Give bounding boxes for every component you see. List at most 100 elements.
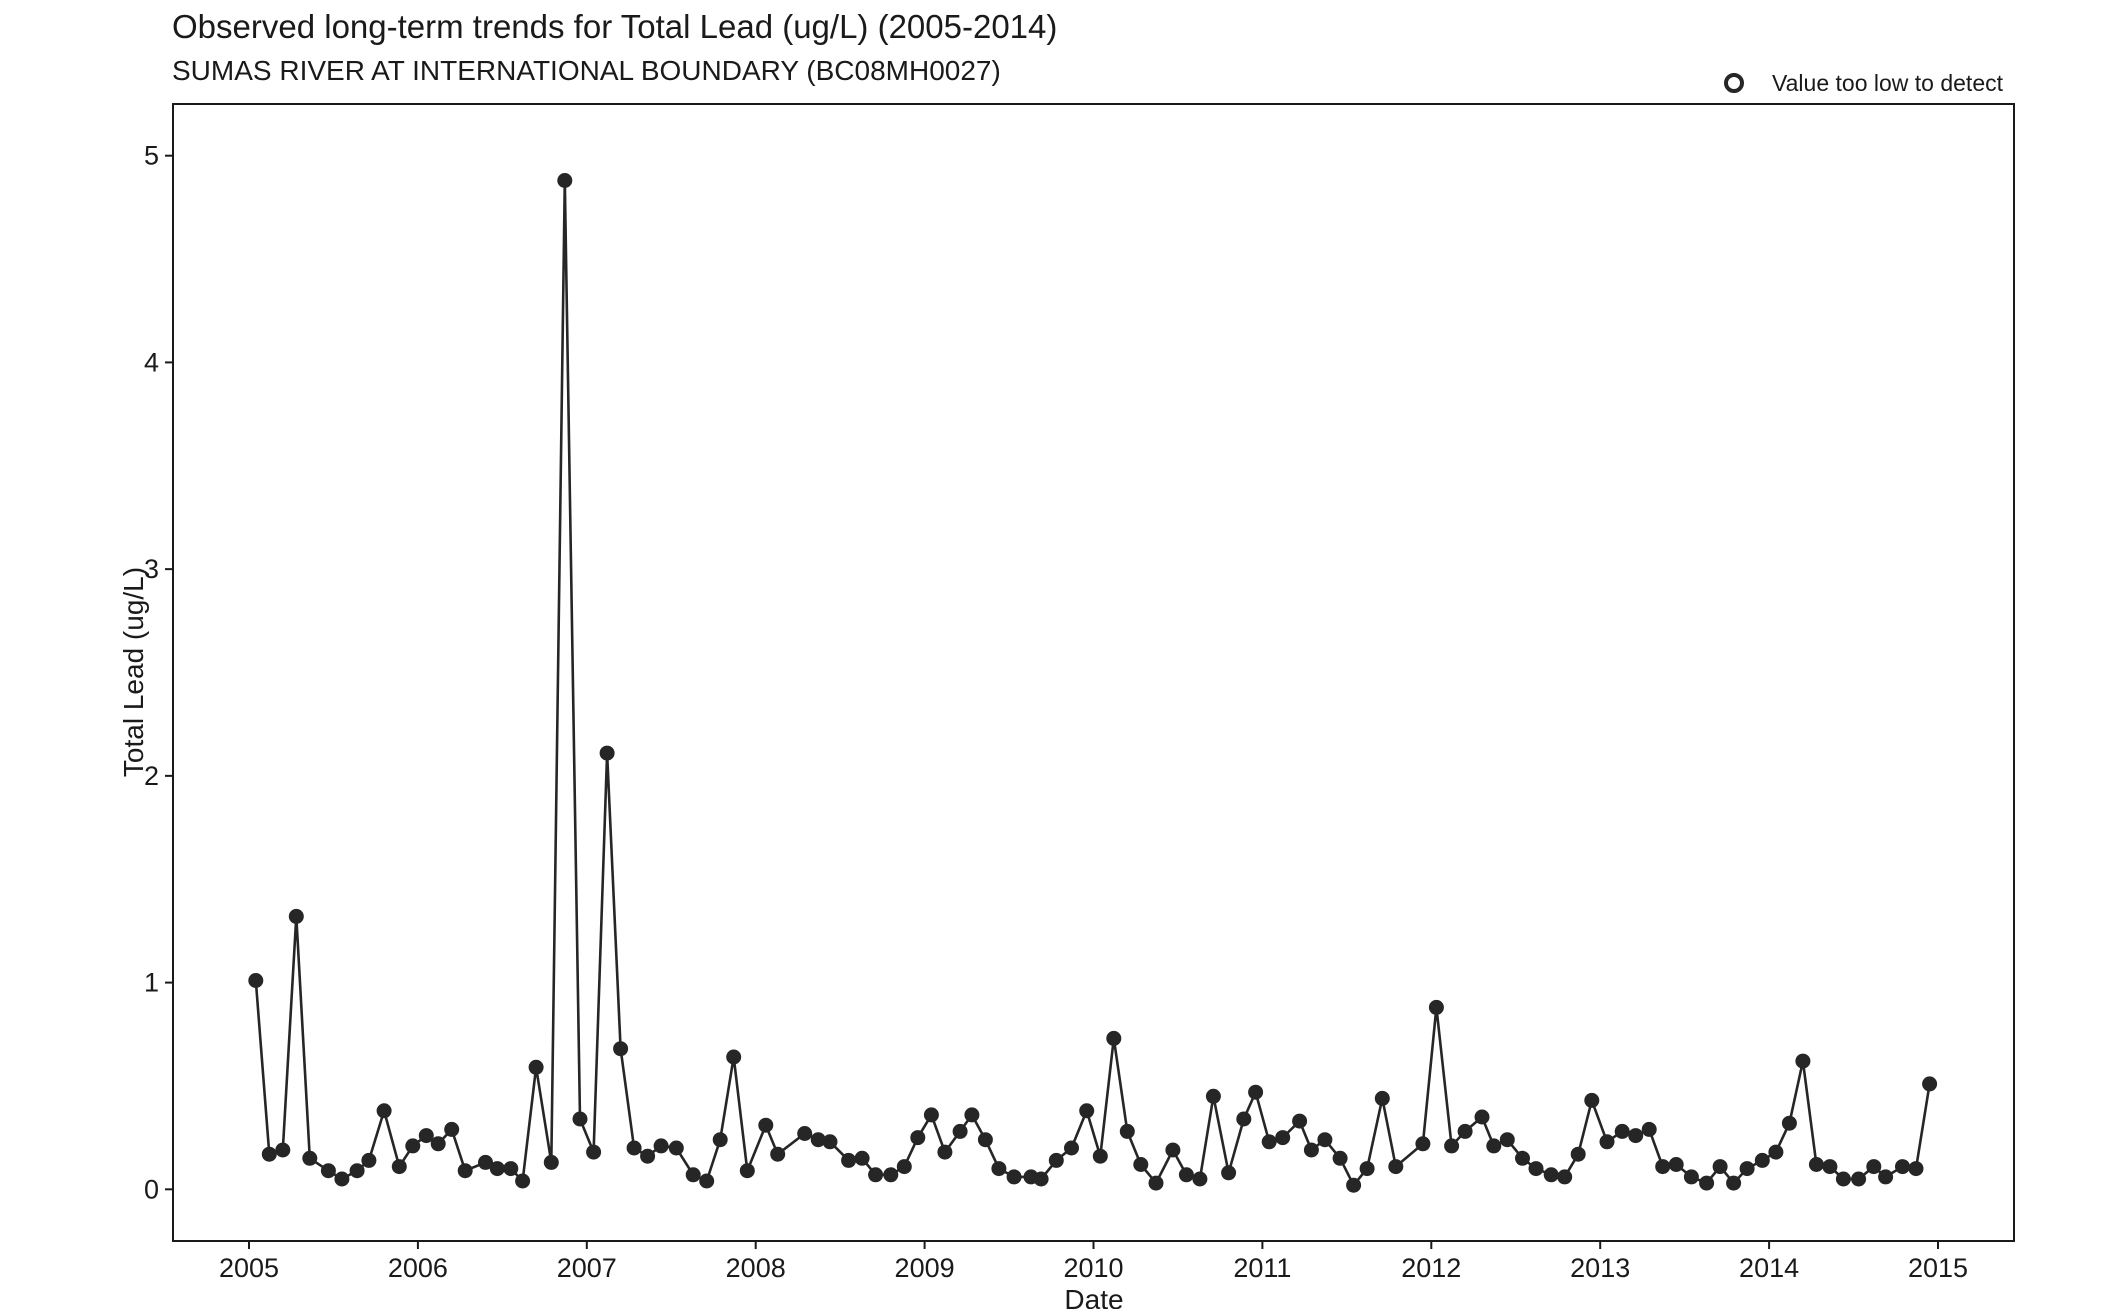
x-tick-label: 2005	[219, 1253, 279, 1283]
series-line	[254, 179, 1931, 1187]
data-point	[376, 1103, 392, 1119]
data-point	[1133, 1157, 1149, 1172]
x-tick-label: 2014	[1739, 1253, 1799, 1283]
data-point	[1641, 1121, 1657, 1137]
data-point	[613, 1041, 629, 1057]
data-point	[868, 1167, 884, 1183]
data-point	[739, 1163, 755, 1179]
chart-subtitle: SUMAS RIVER AT INTERNATIONAL BOUNDARY (B…	[172, 55, 1001, 86]
data-point	[1236, 1111, 1252, 1127]
x-tick-label: 2008	[726, 1253, 786, 1283]
data-point	[515, 1173, 531, 1189]
data-point	[937, 1144, 953, 1160]
data-point	[1712, 1159, 1728, 1175]
data-point	[977, 1132, 993, 1148]
data-point	[1726, 1175, 1742, 1191]
chart-title: Observed long-term trends for Total Lead…	[172, 8, 1058, 45]
data-point	[1261, 1134, 1277, 1150]
axes-layer: 2005 2006 2007 2008 2009 2010 2011 2012 2013 2014…	[144, 141, 1968, 1283]
data-point	[1668, 1157, 1684, 1172]
data-point	[1768, 1144, 1784, 1160]
data-point	[1486, 1138, 1502, 1154]
data-point	[405, 1138, 421, 1154]
x-tick-label: 2015	[1908, 1253, 1968, 1283]
data-point	[910, 1130, 926, 1146]
data-point	[1006, 1169, 1022, 1185]
data-layer	[248, 173, 1938, 1193]
data-point	[668, 1140, 684, 1156]
data-point	[1148, 1175, 1164, 1191]
data-point	[952, 1123, 968, 1139]
data-point	[923, 1107, 939, 1123]
data-point	[1457, 1123, 1473, 1139]
data-point	[1444, 1138, 1460, 1154]
data-point	[991, 1161, 1007, 1177]
data-point	[685, 1167, 701, 1183]
data-point	[1374, 1090, 1390, 1106]
data-point	[1599, 1134, 1615, 1150]
data-point	[1683, 1169, 1699, 1185]
data-point	[810, 1132, 826, 1148]
data-point	[1822, 1159, 1838, 1175]
data-point	[712, 1132, 728, 1148]
data-point	[883, 1167, 899, 1183]
data-point	[418, 1128, 434, 1144]
data-point	[1079, 1103, 1095, 1119]
x-axis-title: Date	[1064, 1284, 1123, 1309]
data-point	[1795, 1053, 1811, 1069]
legend: Value too low to detect	[1724, 70, 2004, 96]
data-point	[1499, 1132, 1515, 1148]
data-point	[1106, 1030, 1122, 1046]
data-point	[1515, 1150, 1530, 1166]
data-point	[543, 1154, 559, 1170]
data-point	[797, 1126, 813, 1141]
data-point	[1119, 1123, 1135, 1139]
y-tick-label: 1	[144, 968, 159, 998]
data-point	[1614, 1123, 1630, 1139]
y-tick-label: 4	[144, 347, 159, 377]
plot-frame	[172, 103, 2015, 1242]
data-point	[1048, 1152, 1064, 1168]
data-point	[1178, 1167, 1194, 1183]
data-point	[896, 1159, 912, 1175]
data-point	[1346, 1177, 1362, 1193]
data-point	[822, 1134, 838, 1150]
data-point	[1474, 1109, 1490, 1125]
data-point	[626, 1140, 642, 1156]
x-tick-label: 2011	[1233, 1253, 1291, 1283]
x-tick-label: 2006	[388, 1253, 448, 1283]
data-point	[1922, 1076, 1938, 1092]
data-point	[1754, 1152, 1770, 1168]
data-point	[261, 1146, 277, 1162]
data-point	[1878, 1169, 1894, 1185]
x-tick-label: 2009	[895, 1253, 955, 1283]
data-point	[1248, 1084, 1264, 1100]
data-point	[503, 1161, 519, 1177]
data-point	[572, 1111, 588, 1127]
data-point	[288, 908, 304, 924]
data-point	[528, 1059, 544, 1075]
data-point	[275, 1142, 291, 1158]
data-point	[1895, 1159, 1910, 1175]
data-point	[1092, 1148, 1108, 1164]
data-point	[349, 1163, 365, 1179]
data-point	[361, 1152, 377, 1168]
data-point	[1292, 1113, 1308, 1129]
data-point	[640, 1148, 656, 1164]
data-point	[1781, 1115, 1797, 1131]
data-point	[457, 1163, 473, 1179]
data-point	[1628, 1128, 1644, 1144]
data-point	[653, 1138, 669, 1154]
x-tick-label: 2010	[1063, 1253, 1123, 1283]
y-tick-label: 0	[144, 1174, 159, 1204]
data-point	[854, 1150, 870, 1166]
data-point	[1359, 1161, 1375, 1177]
data-point	[1908, 1161, 1924, 1177]
y-tick-label: 2	[144, 761, 159, 791]
data-point	[334, 1171, 350, 1187]
data-point	[1584, 1092, 1600, 1108]
data-point	[1303, 1142, 1319, 1158]
data-point	[1570, 1146, 1586, 1162]
x-tick-label: 2007	[557, 1253, 617, 1283]
data-point	[248, 973, 264, 988]
